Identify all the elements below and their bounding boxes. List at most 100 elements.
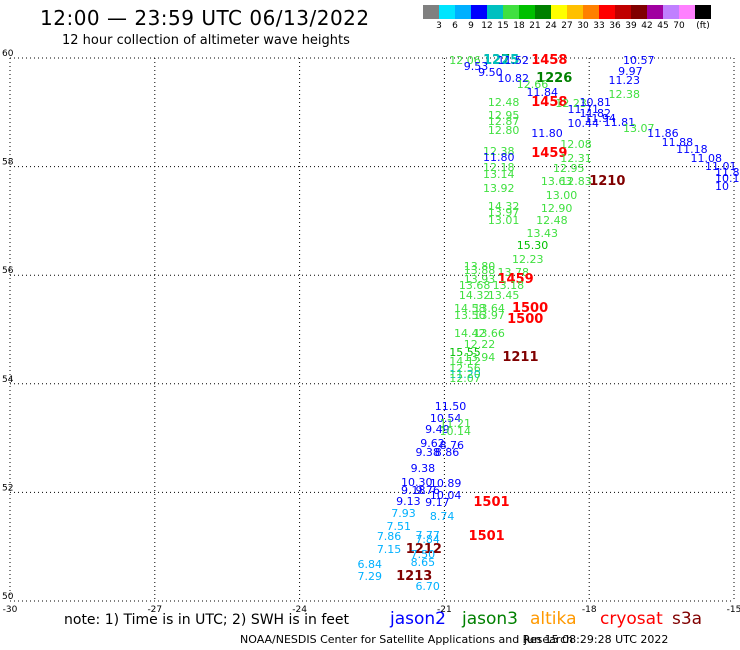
satellite-legend-s3a: s3a: [672, 609, 703, 629]
wave-height-value: 7.50: [410, 548, 436, 562]
wave-height-value: 11.94: [584, 111, 616, 125]
wave-height-value: 11.82: [579, 107, 612, 121]
colorbar-swatch: [439, 5, 455, 19]
pass-time-label: 1225: [483, 52, 520, 68]
wave-height-value: 9.17: [425, 496, 450, 510]
pass-time-label: 1211: [502, 349, 539, 365]
wave-height-value: 13.07: [622, 121, 655, 135]
wave-height-value: 12.48: [536, 213, 568, 227]
wave-height-value: 12.95: [487, 108, 520, 122]
colorbar-swatch: [455, 5, 471, 19]
wave-height-value: 11.50: [434, 399, 467, 413]
wave-height-value: 13.78: [497, 266, 529, 280]
wave-height-value: 10.57: [622, 53, 655, 67]
colorbar-swatch: [535, 5, 551, 19]
wave-height-value: 13.88: [463, 263, 496, 277]
colorbar-label: 6: [452, 21, 458, 31]
longitude-tick-label: -15: [727, 605, 740, 615]
satellite-legend-jason3: jason3: [462, 609, 518, 629]
wave-height-value: 11.20: [449, 368, 481, 382]
wave-height-value: 11.71: [567, 102, 599, 116]
pass-time-label: 1501: [468, 528, 505, 544]
wave-height-value: 9.18: [400, 484, 426, 498]
colorbar-label: 12: [481, 21, 493, 31]
wave-height-value: 10.81: [579, 95, 612, 109]
colorbar-label: 15: [497, 21, 509, 31]
colorbar-label: 27: [561, 21, 573, 31]
wave-height-value: 12.87: [487, 115, 520, 129]
wave-height-value: 9.62: [420, 436, 445, 450]
satellite-legend-jason2: jason2: [390, 609, 446, 629]
wave-height-value: 11.23: [608, 73, 641, 87]
wave-height-value: 7.77: [415, 528, 440, 542]
wave-height-value: 14.12: [449, 355, 481, 369]
wave-height-value: 9.38: [415, 446, 440, 460]
wave-height-value: 12.80: [487, 123, 520, 137]
colorbar-label: 30: [577, 21, 589, 31]
colorbar-swatch: [551, 5, 567, 19]
longitude-tick-label: -21: [437, 605, 452, 615]
pass-time-label: 1459: [497, 271, 534, 287]
wave-height-value: 9.13: [396, 495, 421, 509]
wave-height-value: 12.22: [463, 337, 496, 351]
wave-height-value: 11.88: [661, 135, 694, 149]
colorbar-swatch: [471, 5, 487, 19]
pass-time-label: 1275: [483, 52, 520, 68]
wave-height-value: 9.38: [410, 461, 436, 475]
wave-height-value: 6.84: [357, 558, 383, 572]
wave-height-value: 12.23: [555, 97, 587, 111]
wave-height-value: 8.86: [434, 446, 460, 460]
colorbar-label: 39: [625, 21, 637, 31]
pass-time-label: 1226: [536, 70, 573, 86]
colorbar-label: 70: [673, 21, 685, 31]
wave-height-value: 13.14: [483, 168, 515, 182]
wave-height-value: 15.30: [516, 238, 549, 252]
wave-height-value: 7.29: [357, 570, 383, 584]
colorbar-labels: 3 6 9 12 15 18 21 24 27 30 33 36 39 42 45 70 (ft): [423, 21, 733, 33]
wave-height-value: 10.54: [429, 411, 462, 425]
colorbar-label: 36: [609, 21, 621, 31]
footer-credit: NOAA/NESDIS Center for Satellite Applica…: [240, 633, 574, 646]
wave-height-colorbar: [423, 5, 711, 19]
wave-height-value: 13.97: [487, 206, 520, 220]
colorbar-swatch: [695, 5, 711, 19]
wave-height-value: 10.14: [439, 424, 472, 438]
wave-height-value: 7.86: [376, 529, 402, 543]
latitude-tick-label: 52: [2, 483, 13, 493]
wave-height-value: 11.81: [603, 116, 636, 130]
satellite-legend-cryosat: cryosat: [600, 609, 663, 629]
wave-height-value: 7.93: [391, 507, 416, 521]
wave-height-value: 7.15: [376, 542, 402, 556]
wave-height-value: 9.97: [618, 64, 643, 78]
wave-height-value: 12.06: [449, 53, 481, 67]
colorbar-swatch: [615, 5, 631, 19]
colorbar-label: 45: [657, 21, 669, 31]
colorbar-swatch: [647, 5, 663, 19]
wave-height-value: 11.08: [690, 151, 723, 165]
wave-height-value: 12.83: [560, 174, 592, 188]
wave-height-value: 7.84: [415, 533, 440, 547]
pass-time-label: 1501: [473, 495, 510, 511]
wave-height-value: 13.92: [483, 182, 515, 196]
wave-height-value: 10.04: [429, 488, 462, 502]
wave-height-value: 10.82: [497, 71, 529, 85]
pass-time-label: 1210: [589, 173, 626, 189]
wave-height-value: 13.00: [545, 188, 578, 202]
legend-note: note: 1) Time is in UTC; 2) SWH is in fe…: [64, 612, 350, 628]
longitude-tick-label: -27: [147, 605, 162, 615]
wave-height-value: 13.93: [463, 272, 496, 286]
wave-height-value: 11.84: [526, 85, 558, 99]
colorbar-swatch: [519, 5, 535, 19]
wave-height-value: 10: [715, 180, 729, 194]
latitude-tick-label: 60: [2, 49, 14, 59]
wave-height-value: 11.89: [715, 166, 740, 180]
wave-height-value: 9.76: [415, 484, 440, 498]
wave-height-value: 6.70: [415, 579, 440, 593]
colorbar-label: 3: [436, 21, 442, 31]
colorbar-label: 18: [513, 21, 525, 31]
wave-height-value: 15.55: [449, 346, 481, 360]
colorbar-label: 24: [545, 21, 557, 31]
colorbar-swatch: [423, 5, 439, 19]
